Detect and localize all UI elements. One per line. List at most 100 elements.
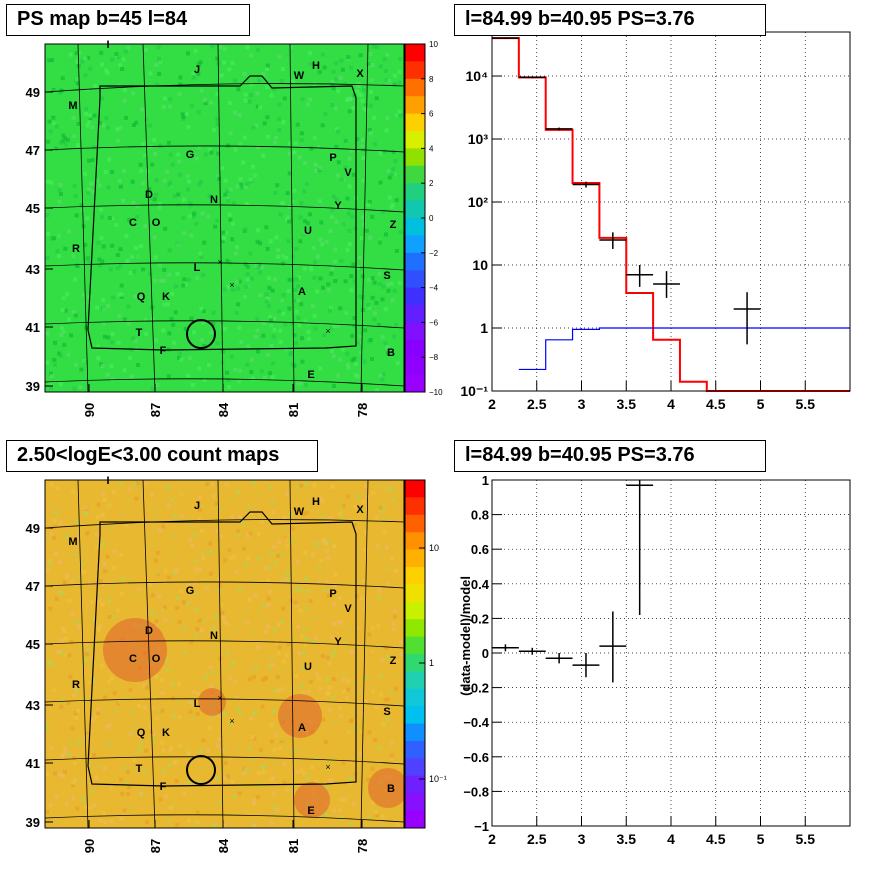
map-pixel	[122, 98, 127, 103]
map-pixel	[300, 359, 305, 364]
map-pixel	[95, 707, 100, 712]
map-pixel	[225, 651, 230, 655]
map-pixel	[386, 351, 391, 356]
map-pixel	[286, 642, 291, 647]
map-pixel	[374, 300, 379, 305]
map-pixel	[265, 246, 270, 251]
map-pixel	[313, 162, 318, 167]
map-pixel	[143, 317, 148, 322]
map-pixel	[155, 383, 160, 387]
map-pixel	[47, 559, 52, 564]
colorbar-cell	[405, 339, 425, 358]
map-pixel	[332, 544, 337, 549]
map-pixel	[154, 542, 159, 547]
map-pixel	[312, 483, 317, 488]
map-pixel	[387, 195, 392, 200]
colorbar-cell	[405, 357, 425, 376]
map-pixel	[230, 774, 235, 779]
map-pixel	[196, 62, 201, 67]
map-pixel	[116, 55, 121, 60]
map-pixel	[76, 142, 81, 147]
map-pixel	[341, 760, 346, 765]
map-pixel	[177, 619, 182, 624]
map-pixel	[338, 306, 343, 311]
map-pixel	[146, 724, 151, 729]
y-tick-label: 41	[26, 756, 40, 771]
map-pixel	[398, 56, 403, 61]
map-pixel	[359, 266, 364, 271]
map-pixel	[71, 783, 76, 788]
map-pixel	[354, 594, 359, 599]
map-background	[45, 44, 404, 392]
map-pixel	[278, 552, 283, 557]
map-pixel	[350, 650, 355, 655]
map-pixel	[215, 56, 220, 61]
map-pixel	[112, 490, 116, 495]
map-pixel	[286, 289, 291, 294]
map-pixel	[315, 289, 320, 294]
map-pixel	[159, 278, 164, 283]
map-pixel	[260, 265, 265, 270]
source-label-t: T	[136, 763, 143, 775]
map-pixel	[324, 785, 329, 790]
map-pixel	[236, 707, 241, 712]
map-pixel	[331, 69, 336, 74]
map-pixel	[93, 84, 98, 89]
map-pixel	[281, 293, 286, 298]
map-pixel	[75, 806, 80, 811]
map-pixel	[254, 264, 259, 269]
map-pixel	[95, 178, 100, 183]
map-pixel	[332, 549, 337, 554]
map-pixel	[326, 287, 331, 292]
map-pixel	[185, 781, 190, 786]
map-pixel	[345, 98, 350, 102]
map-pixel	[148, 71, 153, 76]
map-pixel	[329, 215, 334, 220]
map-pixel	[338, 619, 343, 624]
map-pixel	[127, 785, 132, 790]
map-pixel	[271, 552, 276, 557]
roi-outline	[87, 75, 357, 351]
map-pixel	[245, 264, 250, 269]
map-pixel	[95, 515, 100, 520]
map-pixel	[360, 215, 365, 220]
x-tick-label: 5.5	[796, 396, 816, 412]
map-pixel	[150, 705, 155, 710]
map-pixel	[266, 304, 271, 308]
map-pixel	[327, 685, 332, 690]
map-pixel	[394, 249, 399, 253]
map-pixel	[215, 528, 220, 533]
map-pixel	[290, 787, 295, 792]
x-tick-label: 78	[355, 403, 370, 417]
map-pixel	[387, 725, 392, 730]
colorbar-cell	[405, 235, 425, 254]
map-pixel	[275, 248, 280, 253]
map-pixel	[264, 566, 269, 570]
map-pixel	[345, 696, 350, 700]
y-tick-label: 41	[26, 320, 40, 335]
map-pixel	[64, 801, 69, 806]
map-pixel	[347, 184, 352, 189]
y-tick-label: 0.8	[471, 508, 489, 523]
map-pixel	[273, 688, 278, 693]
map-pixel	[366, 494, 371, 499]
map-pixel	[278, 212, 283, 217]
map-pixel	[184, 747, 189, 751]
map-pixel	[315, 672, 319, 677]
map-pixel	[168, 748, 173, 753]
map-pixel	[89, 181, 94, 186]
map-pixel	[346, 687, 351, 692]
map-pixel	[359, 507, 364, 512]
map-pixel	[72, 386, 77, 391]
colorbar-cell	[405, 183, 425, 202]
map-pixel	[249, 716, 253, 721]
source-label-w: W	[294, 70, 305, 82]
map-pixel	[259, 369, 264, 374]
map-pixel	[63, 747, 68, 752]
map-pixel	[169, 498, 174, 503]
map-pixel	[379, 692, 384, 697]
map-pixel	[139, 168, 144, 173]
x-tick-label: 3	[578, 396, 586, 412]
map-pixel	[294, 674, 299, 679]
map-pixel	[250, 276, 254, 281]
